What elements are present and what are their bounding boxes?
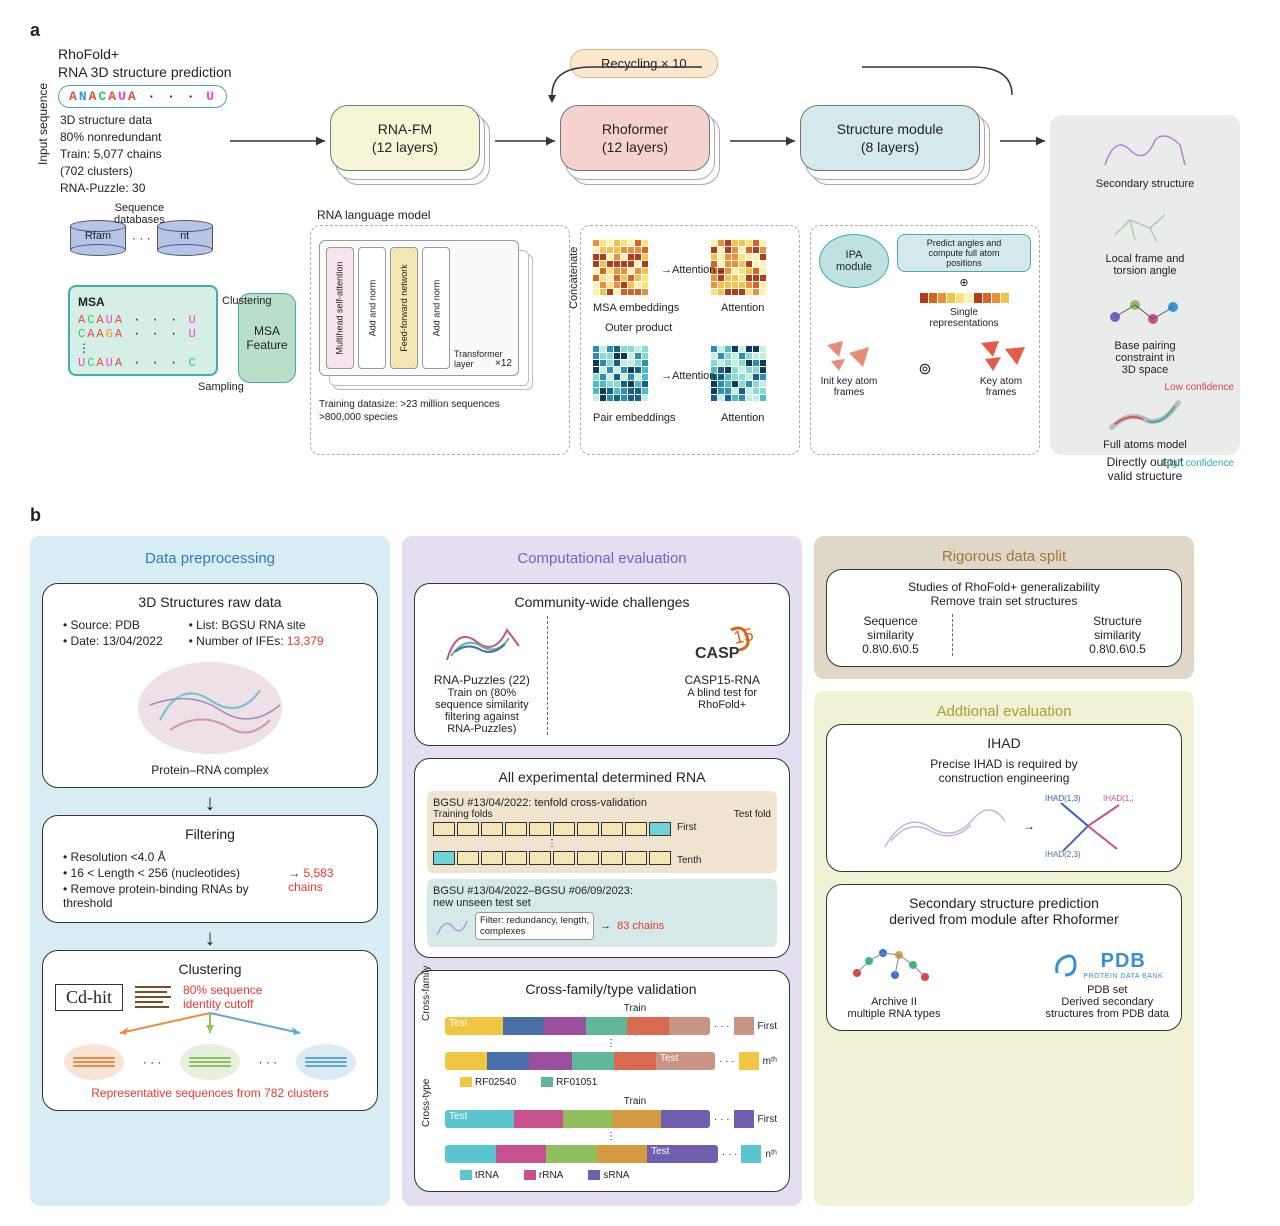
attn-arrow-label2: →Attention→ [661,370,726,382]
addnorm1-block: Add and norm [358,247,386,369]
data-preprocessing-col: Data preprocessing 3D Structures raw dat… [30,536,390,1206]
archive-ii-icon [839,933,949,993]
raw-data-card: 3D Structures raw data • Source: PDB • D… [42,583,378,788]
svg-text:CASP: CASP [695,645,740,662]
rhoformer-module: Rhoformer (12 layers) [560,105,710,171]
right-column: Rigorous data split Studies of RhoFold+ … [814,536,1194,1206]
ihad-struct-icon [875,791,1015,861]
mha-block: Multihead self-attention [326,247,354,369]
cluster-blobs: · · · · · · [55,1044,365,1080]
key-frames-icon [971,339,1031,373]
recycling-banner: Recycling × 10 [570,49,718,78]
cluster-arrows-icon [55,1011,365,1035]
cdhit-logo: Cd-hit [55,984,123,1011]
concat-label: Concatenate [568,247,580,309]
panel-b: Data preprocessing 3D Structures raw dat… [30,536,1250,1206]
rcsb-icon [1051,951,1079,979]
sampling-label: Sampling [198,381,244,393]
dataset-meta: 3D structure data80% nonredundantTrain: … [60,112,232,196]
single-rep-strip [897,293,1031,303]
svg-text:IHAD(1,3): IHAD(1,3) [1045,794,1081,803]
db-nt: nt [157,220,213,256]
unseen-struct-icon [433,911,469,941]
input-sequence-vlabel: Input sequence [36,83,50,165]
arrow-down-icon: ↓ [42,796,378,809]
panel-a-header: RhoFold+ RNA 3D structure prediction ANA… [58,45,232,196]
generalizability-card: Studies of RhoFold+ generalizability Rem… [826,569,1182,667]
clustering-card: Clustering Cd-hit 80% sequence identity … [42,950,378,1111]
ffn-block: Feed-forward network [390,247,418,369]
additional-eval-box: Addtional evaluation IHAD Precise IHAD i… [814,691,1194,1206]
full-atoms-out: Low confidence High confidence Full atom… [1060,386,1230,483]
experimental-rna-card: All experimental determined RNA BGSU #13… [414,758,790,958]
ihad-angles-icon: IHAD(1,3) IHAD(1,2) IHAD(2,3) [1043,791,1133,861]
predict-angles-box: Predict angles and compute full atom pos… [897,234,1031,272]
msa-embeddings-grid [593,240,648,295]
protein-rna-complex-icon [55,650,365,760]
attn-arrow-label1: →Attention→ [661,264,726,276]
base-pairing-out: Base pairing constraint in 3D space [1060,287,1230,376]
reads-icon [133,983,173,1011]
panel-a: RhoFold+ RNA 3D structure prediction ANA… [30,45,1250,505]
rna-fm-module: RNA-FM (12 layers) [330,105,480,171]
db-dots: · · · [132,231,151,245]
clustering-label: Clustering [222,295,272,307]
local-frame-out: Local frame and torsion angle [1060,200,1230,277]
svg-text:IHAD(1,2): IHAD(1,2) [1103,794,1133,803]
community-challenges-card: Community-wide challenges RNA-Puzzles (2… [414,583,790,746]
rhoformer-detail-panel: MSA embeddings Pair embeddings Attention… [580,225,800,455]
ihad-card: IHAD Precise IHAD is required by constru… [826,724,1182,872]
ipa-module: IPA module [819,234,889,288]
lm-footer: Training datasize: >23 million sequences… [319,398,561,424]
panel-b-label: b [30,505,1250,526]
structure-module: Structure module (8 layers) [800,105,980,171]
output-panel: Secondary structure Local frame and tors… [1050,115,1240,455]
arrow-down-icon: ↓ [42,931,378,944]
db-caption: Sequence databases [114,202,165,226]
svg-text:IHAD(2,3): IHAD(2,3) [1045,850,1081,859]
pair-embeddings-grid [593,346,648,401]
panel-a-label: a [30,20,1250,41]
addnorm2-block: Add and norm [422,247,450,369]
filtering-card: Filtering • Resolution <4.0 Å • 16 < Len… [42,815,378,923]
rna-puzzles-icon [437,616,527,670]
rigorous-split-box: Rigorous data split Studies of RhoFold+ … [814,536,1194,679]
casp15-icon: CASP15 [687,616,757,670]
database-row: Rfam · · · nt Sequence databases [70,220,213,256]
cross-family-card: Cross-family/type validation Cross-famil… [414,970,790,1192]
input-sequence-pill: ANACAUA · · · U [58,85,227,108]
secondary-struct-card: Secondary structure prediction derived f… [826,884,1182,1031]
pdb-logo: PDB [1083,950,1163,973]
structure-detail-panel: IPA module Predict angles and compute fu… [810,225,1040,455]
rna-lm-panel: RNA language model Multihead self-attent… [310,225,570,455]
secondary-structure-out: Secondary structure [1060,125,1230,190]
msa-box: MSA ACAUA · · · UCAAGA · · · U⋮UCAUA · ·… [68,285,218,376]
computational-eval-col: Computational evaluation Community-wide … [402,536,802,1206]
title-sub: RNA 3D structure prediction [58,63,232,81]
title-rhofold: RhoFold+ [58,45,232,63]
init-frames-icon [819,339,879,373]
